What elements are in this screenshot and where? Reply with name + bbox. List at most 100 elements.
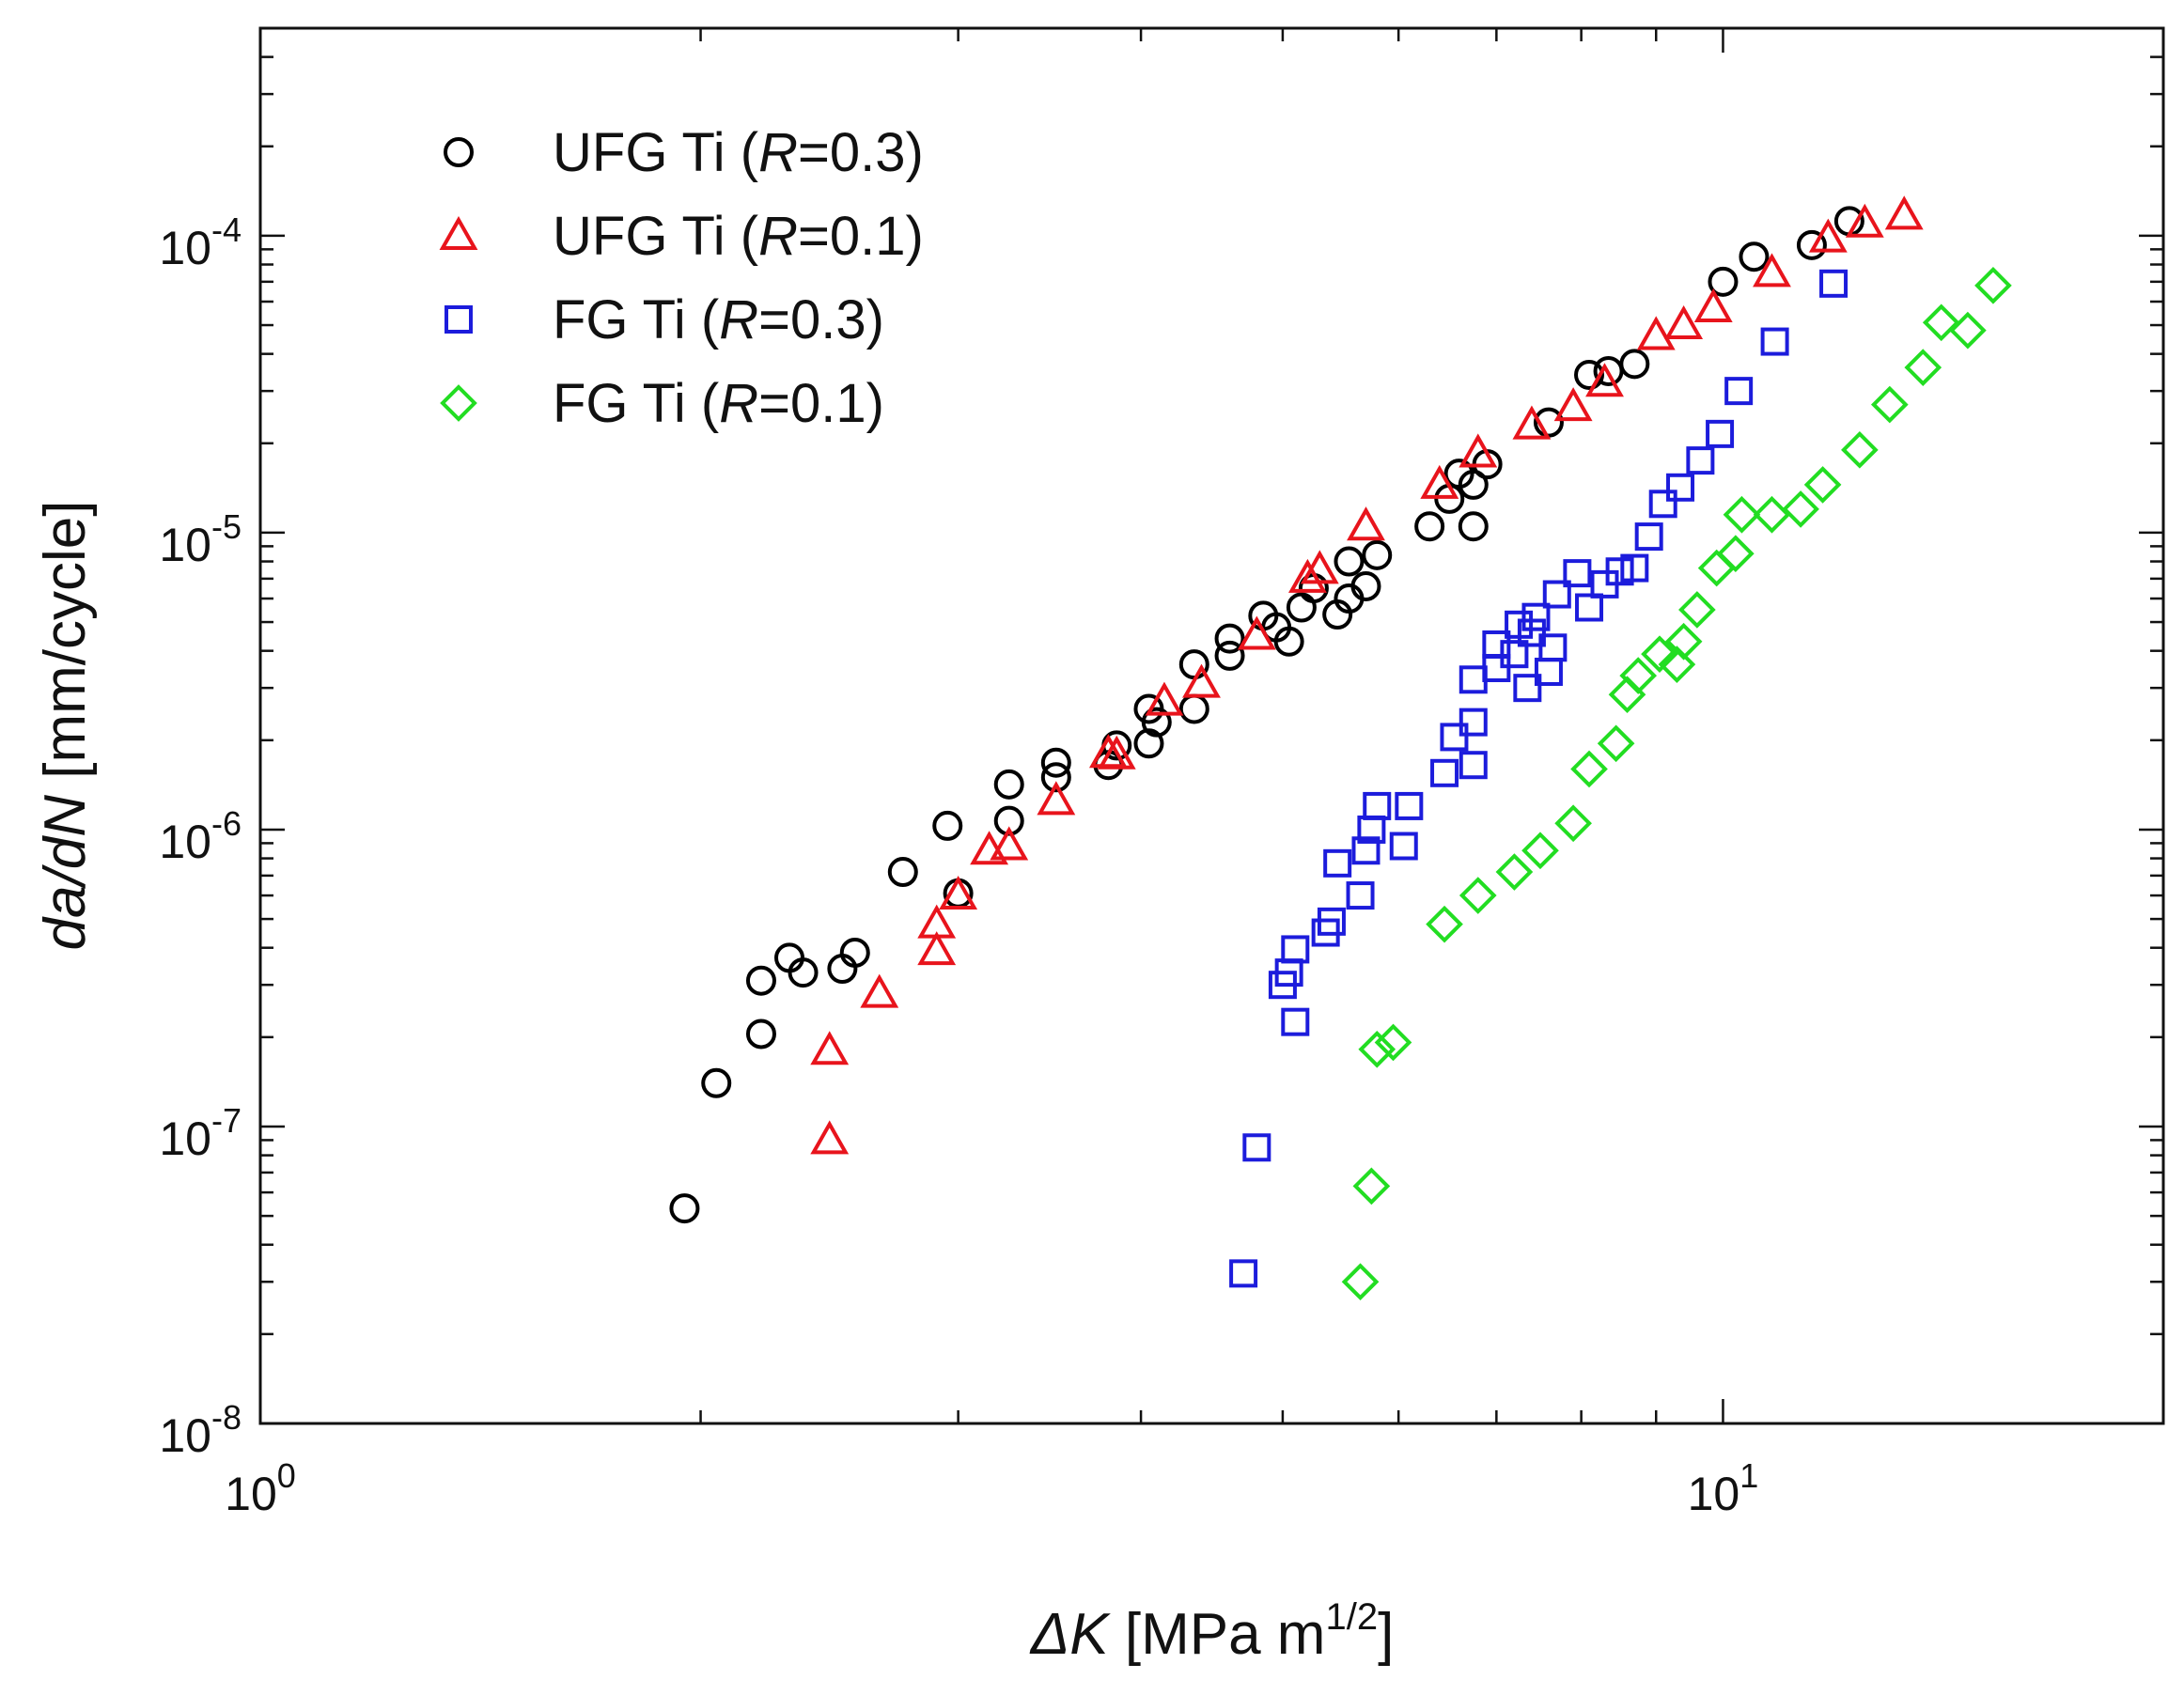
legend-label-variable: R [719,373,758,434]
x-tick-label: 101 [1688,1456,1759,1520]
data-point [1430,758,1459,787]
x-tick-label-exponent: 0 [277,1456,296,1495]
data-point [1287,558,1327,593]
legend-marker [444,137,474,167]
data-point [1517,618,1546,647]
data-point [1542,580,1571,609]
data-point [1459,665,1488,694]
legend-label-prefix: UFG Ti ( [553,122,758,183]
legend-marker [440,384,477,422]
y-tick-label: 10-4 [159,210,242,274]
legend-label-suffix: =0.1) [798,206,924,267]
data-point [1753,253,1791,288]
data-point [917,931,957,966]
data-point [860,973,899,1008]
legend-label-prefix: FG Ti ( [553,373,719,434]
data-point [1362,539,1393,570]
data-point [1904,349,1942,386]
legend-label: FG Ti (R=0.1) [553,373,884,434]
data-point [1133,728,1164,759]
plot-frame [258,26,2165,1425]
data-point [1178,693,1209,724]
y-tick-label-exponent: -5 [211,507,242,546]
data-point [1597,724,1635,763]
data-point [993,805,1024,836]
data-point [917,904,957,939]
data-point [1974,266,2012,304]
data-point [1620,553,1649,583]
x-axis-unit-close: ] [1378,1602,1394,1667]
y-tick-label: 10-7 [159,1101,242,1165]
data-point [1351,836,1381,865]
data-point [810,1120,850,1155]
data-points [669,195,2012,1301]
data-point [887,857,918,888]
y-tick-label-exponent: -4 [211,210,242,249]
data-point [1346,881,1375,910]
legend: UFG Ti (R=0.3)UFG Ti (R=0.1)FG Ti (R=0.3… [439,122,924,434]
legend-item: UFG Ti (R=0.1) [439,206,924,267]
data-point [1575,593,1604,622]
data-point [1605,557,1634,586]
data-point [1664,622,1703,661]
data-point [1760,327,1789,356]
data-point [1693,288,1733,323]
legend-label-suffix: =0.3) [798,122,924,183]
data-point [1641,635,1678,673]
data-point [1697,549,1736,587]
data-point [1753,495,1791,534]
y-tick-label-base: 10 [159,519,211,571]
legend-marker [445,305,473,334]
legend-label: UFG Ti (R=0.1) [553,206,924,267]
data-point [1459,708,1488,737]
data-point [1521,832,1559,870]
x-axis-title: ΔK [MPa m1/2] [1029,1596,1395,1667]
data-point [1739,241,1770,272]
x-tick-label-exponent: 1 [1739,1456,1758,1495]
data-point [1440,723,1469,752]
data-point [745,965,776,996]
legend-label-variable: R [758,122,798,183]
data-point [1141,707,1172,738]
data-point [1281,935,1310,964]
x-axis-unit-exponent: 1/2 [1325,1596,1378,1638]
data-point [788,957,819,988]
data-point [1708,266,1739,297]
data-point [1458,511,1489,542]
data-point [1229,1259,1258,1288]
data-point [1414,511,1445,542]
data-point [1459,433,1498,468]
data-point [1097,735,1136,770]
y-axis-unit: [mm/cycle] [33,501,98,795]
legend-marker [439,215,478,250]
y-tick-label: 10-8 [159,1398,242,1462]
data-point [1395,791,1424,820]
legend-label-suffix: =0.3) [758,289,884,350]
data-point [1664,304,1704,340]
data-point [1884,195,1924,230]
y-axis-variable: da/dN [33,795,98,951]
data-point [993,769,1024,800]
data-point [1513,674,1542,703]
y-tick-label-exponent: -6 [211,804,242,843]
legend-item: FG Ti (R=0.1) [440,373,884,434]
axis-ticks [258,26,2165,1425]
data-point [1145,681,1184,716]
data-point [1182,663,1221,698]
data-point [1420,464,1459,499]
y-tick-label: 10-6 [159,804,242,868]
data-point [1724,377,1754,406]
data-point [1040,747,1071,778]
data-point [1585,363,1624,397]
data-point [1482,630,1511,659]
data-point [1500,640,1529,669]
y-tick-label-base: 10 [159,1112,211,1165]
data-point [1286,592,1317,623]
legend-label-variable: R [719,289,758,350]
legend-label: UFG Ti (R=0.3) [553,122,924,183]
data-point [1563,559,1592,588]
data-point [1521,602,1551,631]
y-tick-label-base: 10 [159,222,211,274]
